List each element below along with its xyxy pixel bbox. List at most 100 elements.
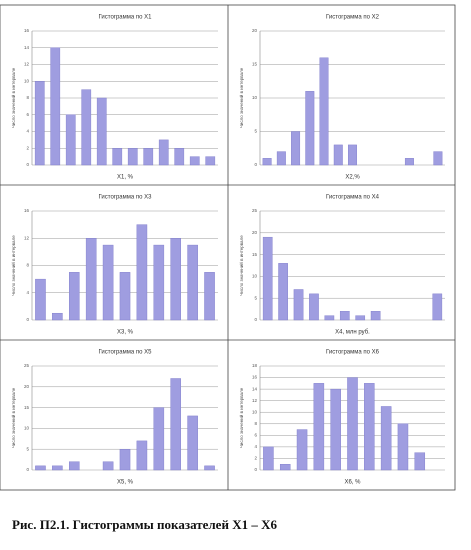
bar [187,244,198,321]
bar [263,446,274,471]
bar [355,315,366,321]
bar [35,465,46,471]
y-tick-label: 8 [26,263,29,268]
bar [153,407,165,471]
bar [170,238,181,321]
bar [432,293,443,321]
y-tick-label: 15 [24,405,30,410]
y-tick-label: 8 [254,421,257,426]
y-tick-label: 4 [26,129,29,134]
bar [174,148,185,166]
bar [34,81,45,166]
bar [127,148,138,166]
y-axis-label: Число значений в интервале [238,67,244,128]
bar [102,461,114,471]
y-tick-label: 0 [254,317,257,322]
bar [309,293,319,321]
y-tick-label: 25 [24,363,30,368]
bar [102,244,114,321]
bar [136,224,148,321]
bar [158,139,169,166]
y-tick-label: 12 [24,235,30,240]
grid-frame [0,4,456,491]
y-tick-label: 12 [24,62,30,67]
y-axis-label: Число значений в интервале [238,235,244,296]
bar [319,57,329,166]
y-tick-label: 20 [252,230,258,235]
y-tick-label: 5 [254,295,257,300]
bar [404,158,414,166]
y-tick-label: 25 [252,208,258,213]
bar [330,388,341,471]
bar [112,148,123,166]
y-tick-label: 0 [254,467,257,472]
y-tick-label: 20 [252,28,258,33]
bar [324,315,335,321]
y-tick-label: 4 [254,444,257,449]
y-tick-label: 2 [254,456,257,461]
y-tick-label: 4 [26,290,29,295]
bar [364,383,375,471]
y-tick-label: 10 [252,409,258,414]
bar [52,312,63,321]
bar [276,151,286,166]
y-tick-label: 10 [24,426,30,431]
y-tick-label: 8 [26,95,29,100]
y-tick-label: 15 [252,62,258,67]
x-axis-label: X4, млн руб. [335,330,370,336]
bar [205,156,216,166]
bar [333,144,343,166]
y-tick-label: 2 [26,145,29,150]
y-tick-label: 6 [26,112,29,117]
bar [370,311,381,321]
bar [35,278,46,321]
bar [305,91,315,166]
bar [414,452,426,471]
y-tick-label: 0 [254,162,257,167]
bar [204,465,215,471]
y-tick-label: 5 [254,129,257,134]
y-tick-label: 20 [24,384,30,389]
bar [313,383,325,471]
y-axis-label: Число значений в интервале [10,67,16,128]
bar [96,97,107,166]
y-axis-label: Число значений в интервале [10,387,16,448]
bar [153,244,165,321]
y-axis-label: Число значений в интервале [238,387,244,448]
y-tick-label: 10 [252,95,258,100]
bar [433,151,443,166]
chart-title: Гистограмма по X2 [326,15,380,21]
bar [339,311,350,321]
y-tick-label: 16 [252,375,258,380]
chart-title: Гистограмма по X1 [99,15,153,21]
y-axis-label: Число значений в интервале [10,235,16,296]
bar [262,158,272,166]
bar [189,156,200,166]
y-tick-label: 16 [24,28,30,33]
bar [293,289,304,321]
bar [136,440,148,471]
bar [278,263,288,321]
x-axis-label: X3, % [117,330,134,336]
bar [68,272,80,321]
chart-title: Гистограмма по X5 [99,350,153,356]
bar [50,47,61,166]
y-tick-label: 10 [24,78,30,83]
y-tick-label: 16 [24,208,30,213]
y-tick-label: 14 [24,45,30,50]
bar [68,461,80,471]
bar [397,423,409,471]
y-tick-label: 5 [26,446,29,451]
bar [65,114,76,166]
x-axis-label: X6, % [344,480,361,486]
chart-title: Гистограмма по X3 [99,195,153,201]
y-tick-label: 18 [252,363,258,368]
y-tick-label: 6 [254,433,257,438]
bar [262,236,273,321]
bar [52,465,63,471]
y-tick-label: 0 [26,162,29,167]
y-tick-label: 10 [252,274,258,279]
y-tick-label: 0 [26,467,29,472]
y-tick-label: 0 [26,317,29,322]
